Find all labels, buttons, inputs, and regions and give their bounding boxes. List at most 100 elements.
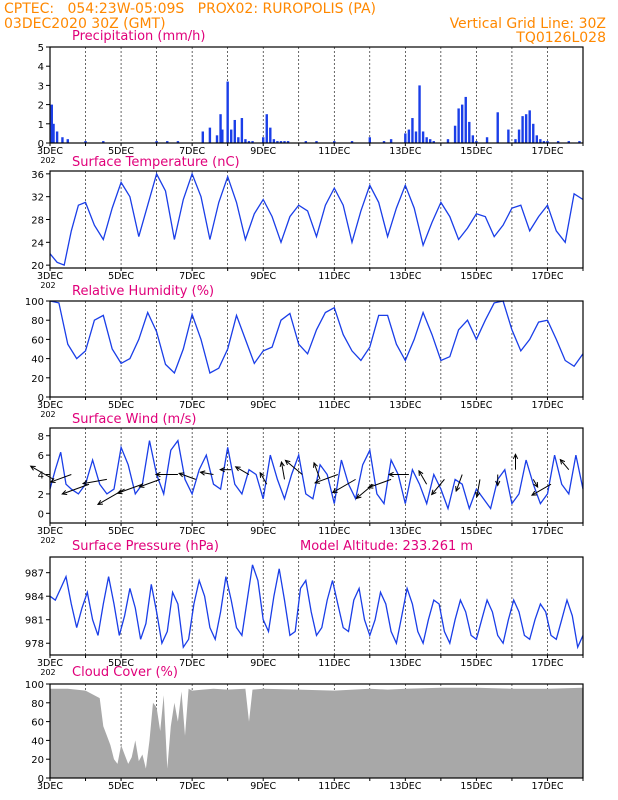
wind-arrow xyxy=(61,483,90,496)
cloud-xtick-label: 7DEC xyxy=(179,781,205,792)
precip-bar xyxy=(52,123,55,143)
precip-panel xyxy=(46,46,584,146)
wind-arrow xyxy=(512,453,519,470)
precip-bar xyxy=(404,133,407,143)
wind-arrow xyxy=(199,470,214,476)
temp-xtick-label: 13DEC xyxy=(389,271,421,282)
precip-bar xyxy=(279,141,283,143)
pressure-title: Surface Pressure (hPa) xyxy=(72,539,219,554)
temp-xtick-label: 7DEC xyxy=(179,271,205,282)
pressure-panel xyxy=(46,556,584,658)
wind-arrow-head xyxy=(178,472,185,478)
wind-arrow-shaft xyxy=(455,474,463,492)
pressure-ytick-label: 981 xyxy=(25,616,44,627)
precip-bar xyxy=(237,137,240,143)
precip-ytick-label: 3 xyxy=(38,81,44,92)
wind-arrow-head xyxy=(259,471,265,478)
header-model-id: TQ0126L028 xyxy=(516,30,606,46)
precip-bar xyxy=(333,141,336,143)
rh-ytick-label: 20 xyxy=(31,374,44,385)
wind-arrow-head xyxy=(331,488,338,494)
precip-bar xyxy=(457,108,460,143)
wind-arrow-head xyxy=(355,493,362,500)
precip-xtick-label: 3DEC xyxy=(37,146,63,157)
wind-arrow xyxy=(455,474,463,493)
precip-bar xyxy=(453,125,457,143)
pressure-ytick-label: 987 xyxy=(25,569,44,580)
wind-arrow xyxy=(475,479,481,498)
temp-line xyxy=(49,172,584,266)
precip-bar xyxy=(567,141,570,143)
pressure-extra-label: Model Altitude: 233.261 m xyxy=(300,539,473,554)
precip-bar xyxy=(464,96,467,143)
precip-bar xyxy=(276,141,279,143)
precip-bar xyxy=(244,139,247,143)
precip-xtick-label: 9DEC xyxy=(250,146,276,157)
wind-arrow-head xyxy=(96,500,103,506)
wind-arrow-head xyxy=(49,478,56,484)
wind-arrow-head xyxy=(219,467,225,473)
temp-xtick-label: 3DEC xyxy=(37,271,63,282)
wind-arrow-head xyxy=(279,460,285,467)
wind-arrow xyxy=(234,466,250,475)
precip-title: Precipitation (mm/h) xyxy=(72,29,205,44)
temp-ytick-label: 28 xyxy=(31,216,44,227)
rh-ytick-label: 40 xyxy=(31,355,44,366)
precip-year-fragment: 202 xyxy=(40,156,55,165)
wind-arrow-head xyxy=(199,470,206,476)
precip-bar xyxy=(368,137,371,143)
wind-year-fragment: 202 xyxy=(40,536,55,545)
wind-arrow-shaft xyxy=(97,488,125,505)
wind-arrow xyxy=(96,488,125,506)
wind-arrow-head xyxy=(512,453,519,460)
precip-xtick-label: 11DEC xyxy=(318,146,350,157)
cloud-xtick-label: 5DEC xyxy=(108,781,134,792)
cloud-ytick-label: 80 xyxy=(31,699,44,710)
precip-bar xyxy=(382,141,386,143)
wind-arrow xyxy=(495,474,501,487)
wind-frame xyxy=(49,427,584,524)
precip-ytick-label: 4 xyxy=(38,62,44,73)
rh-xtick-label: 11DEC xyxy=(318,400,350,411)
precip-bar xyxy=(407,129,411,143)
precip-bar xyxy=(418,85,421,143)
temp-ytick-label: 24 xyxy=(31,238,44,249)
wind-xtick-label: 5DEC xyxy=(108,526,134,537)
precip-bar xyxy=(485,137,489,143)
precip-bar xyxy=(421,131,425,143)
rh-ytick-label: 0 xyxy=(38,393,44,404)
precip-bar xyxy=(283,141,286,143)
cloud-ytick-label: 0 xyxy=(38,774,44,785)
wind-arrow-head xyxy=(154,471,161,478)
wind-arrow xyxy=(154,471,178,478)
wind-arrow xyxy=(367,478,392,489)
precip-ytick-label: 1 xyxy=(38,120,44,131)
temp-xtick-label: 9DEC xyxy=(250,271,276,282)
rh-xtick-label: 17DEC xyxy=(531,400,563,411)
wind-arrow xyxy=(116,483,143,495)
wind-arrow-shaft xyxy=(117,483,143,494)
precip-ytick-label: 2 xyxy=(38,101,44,112)
wind-arrow xyxy=(313,474,338,484)
rh-xtick-label: 3DEC xyxy=(37,400,63,411)
precip-bar xyxy=(556,141,560,143)
wind-ytick-label: 4 xyxy=(38,471,44,482)
wind-line xyxy=(49,438,584,511)
wind-arrow-shaft xyxy=(332,478,356,494)
precip-bar xyxy=(240,118,244,143)
pressure-line xyxy=(49,564,584,650)
precip-bar xyxy=(230,129,233,143)
wind-arrow xyxy=(313,461,321,480)
rh-panel xyxy=(46,300,584,400)
rh-ytick-label: 100 xyxy=(25,297,44,308)
wind-arrow xyxy=(138,478,161,488)
precip-bar xyxy=(286,141,290,143)
wind-xtick-label: 13DEC xyxy=(389,526,421,537)
precip-bar xyxy=(429,139,432,143)
precip-bar xyxy=(524,114,528,143)
precip-bar xyxy=(468,121,471,143)
pressure-xtick-label: 15DEC xyxy=(460,658,492,669)
temp-ytick-label: 32 xyxy=(31,193,44,204)
